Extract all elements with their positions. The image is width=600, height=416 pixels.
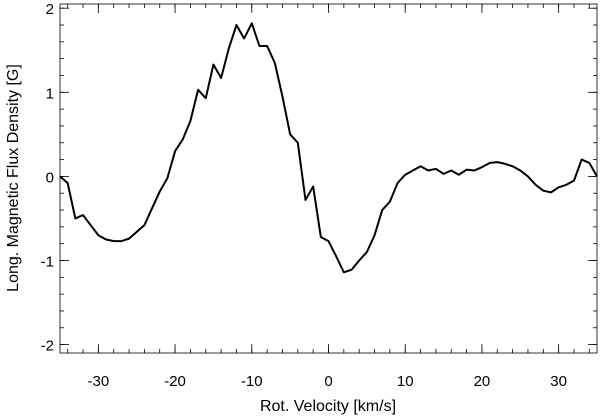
x-axis-title: Rot. Velocity [km/s] bbox=[260, 398, 396, 415]
y-tick-label: -2 bbox=[41, 338, 54, 355]
x-tick-label: 10 bbox=[397, 373, 414, 390]
x-tick-label: -10 bbox=[241, 373, 263, 390]
series-line bbox=[59, 22, 598, 274]
tick-marks bbox=[60, 4, 597, 353]
y-tick-label: 0 bbox=[46, 169, 54, 186]
y-tick-label: -1 bbox=[41, 253, 54, 270]
x-tick-label: -20 bbox=[164, 373, 186, 390]
x-tick-label: 30 bbox=[550, 373, 567, 390]
y-tick-label: 1 bbox=[46, 85, 54, 102]
x-tick-label: 0 bbox=[324, 373, 332, 390]
y-axis-title: Long. Magnetic Flux Density [G] bbox=[5, 64, 22, 292]
plot-frame bbox=[59, 3, 598, 354]
x-tick-label: -30 bbox=[88, 373, 110, 390]
y-tick-label: 2 bbox=[46, 1, 54, 18]
x-tick-label: 20 bbox=[474, 373, 491, 390]
